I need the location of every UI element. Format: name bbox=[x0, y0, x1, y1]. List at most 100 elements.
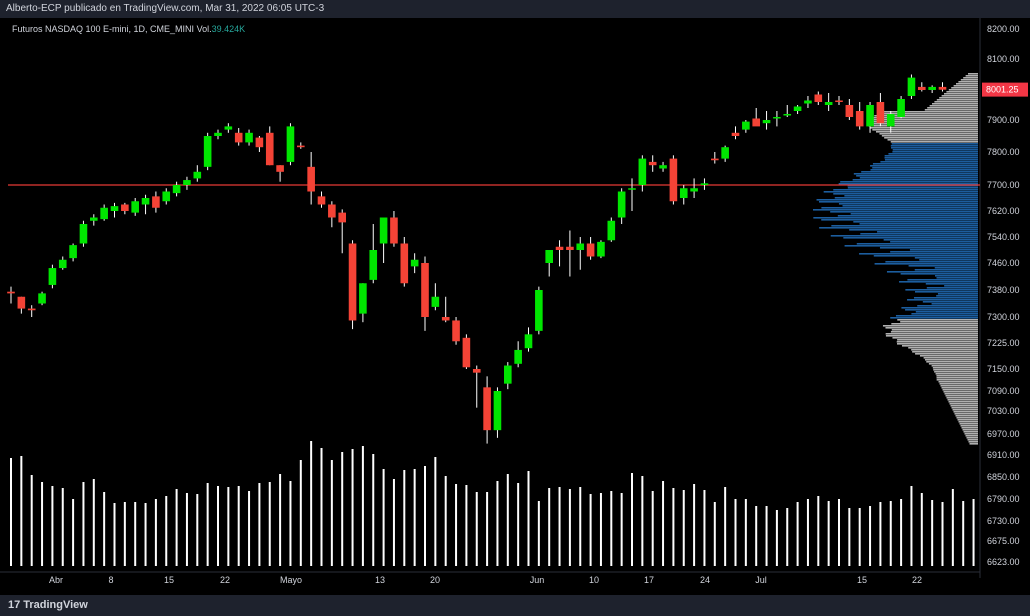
volume-profile-bar bbox=[907, 299, 978, 301]
candle-body[interactable] bbox=[110, 206, 119, 211]
candle-body[interactable] bbox=[69, 245, 77, 259]
candle-body[interactable] bbox=[700, 183, 709, 185]
candle-body[interactable] bbox=[659, 165, 667, 169]
volume-bar bbox=[527, 471, 530, 566]
candle-body[interactable] bbox=[193, 171, 202, 179]
candle-body[interactable] bbox=[742, 121, 750, 130]
candle-body[interactable] bbox=[907, 77, 916, 96]
candle-body[interactable] bbox=[617, 191, 626, 218]
candle-body[interactable] bbox=[286, 126, 295, 162]
candle-body[interactable] bbox=[462, 337, 471, 368]
volume-profile-bar bbox=[911, 349, 978, 351]
candle-body[interactable] bbox=[752, 118, 760, 127]
candle-body[interactable] bbox=[690, 188, 698, 192]
candle-body[interactable] bbox=[566, 246, 574, 250]
candle-body[interactable] bbox=[234, 132, 243, 143]
candle-body[interactable] bbox=[535, 290, 543, 331]
candle-body[interactable] bbox=[162, 191, 171, 202]
candle-body[interactable] bbox=[762, 120, 771, 124]
candle-body[interactable] bbox=[265, 132, 274, 166]
candle-body[interactable] bbox=[369, 250, 378, 280]
candle-body[interactable] bbox=[276, 165, 284, 172]
candle-body[interactable] bbox=[773, 117, 781, 119]
candle-body[interactable] bbox=[607, 220, 616, 241]
candle-body[interactable] bbox=[100, 207, 108, 220]
candle-body[interactable] bbox=[245, 132, 253, 143]
candle-body[interactable] bbox=[669, 158, 678, 202]
candle-body[interactable] bbox=[845, 105, 854, 117]
candle-body[interactable] bbox=[348, 243, 357, 321]
volume-bar bbox=[900, 499, 903, 566]
candle-body[interactable] bbox=[597, 241, 605, 257]
candle-body[interactable] bbox=[172, 185, 181, 194]
candle-body[interactable] bbox=[504, 365, 512, 384]
candle-body[interactable] bbox=[472, 369, 481, 373]
candle-body[interactable] bbox=[576, 243, 585, 251]
candle-body[interactable] bbox=[131, 201, 139, 213]
candle-body[interactable] bbox=[152, 196, 160, 208]
candle-body[interactable] bbox=[876, 102, 885, 124]
candle-body[interactable] bbox=[317, 196, 326, 205]
candle-body[interactable] bbox=[586, 243, 595, 257]
candle-body[interactable] bbox=[58, 259, 67, 269]
candle-body[interactable] bbox=[121, 204, 129, 212]
candle-body[interactable] bbox=[338, 212, 346, 223]
candle-body[interactable] bbox=[628, 188, 636, 190]
candle-body[interactable] bbox=[814, 94, 823, 103]
candle-body[interactable] bbox=[721, 147, 729, 159]
candle-body[interactable] bbox=[514, 349, 522, 364]
candle-body[interactable] bbox=[17, 296, 26, 309]
volume-profile-bar bbox=[934, 267, 978, 269]
candle-body[interactable] bbox=[731, 132, 740, 136]
candle-body[interactable] bbox=[783, 114, 792, 116]
candle-body[interactable] bbox=[27, 308, 36, 311]
candle-body[interactable] bbox=[793, 106, 802, 112]
candle-body[interactable] bbox=[421, 263, 429, 317]
candle-body[interactable] bbox=[90, 217, 98, 221]
candle-body[interactable] bbox=[545, 250, 553, 263]
candle-body[interactable] bbox=[431, 296, 440, 307]
candle-body[interactable] bbox=[7, 291, 15, 294]
price-chart[interactable]: 8200.00 8100.00 7900.00 7800.00 7700.00 7620.… bbox=[0, 18, 1030, 595]
candle-body[interactable] bbox=[400, 243, 409, 284]
candle-body[interactable] bbox=[48, 268, 57, 285]
candle-body[interactable] bbox=[203, 136, 212, 167]
candle-body[interactable] bbox=[183, 180, 191, 185]
candle-body[interactable] bbox=[938, 86, 947, 90]
candle-body[interactable] bbox=[307, 166, 315, 192]
candle-body[interactable] bbox=[855, 111, 864, 127]
candle-body[interactable] bbox=[886, 114, 895, 127]
candle-body[interactable] bbox=[390, 217, 398, 244]
candle-body[interactable] bbox=[452, 320, 460, 342]
candle-body[interactable] bbox=[410, 259, 419, 267]
candle-body[interactable] bbox=[255, 137, 264, 148]
candle-body[interactable] bbox=[824, 102, 833, 105]
candle-body[interactable] bbox=[928, 86, 936, 90]
candle-body[interactable] bbox=[866, 105, 874, 127]
tradingview-logo[interactable]: 17 TradingView bbox=[8, 599, 88, 611]
candle-body[interactable] bbox=[328, 204, 336, 218]
candle-body[interactable] bbox=[214, 132, 222, 136]
candle-body[interactable] bbox=[359, 283, 367, 314]
candle-body[interactable] bbox=[141, 198, 150, 205]
candle-body[interactable] bbox=[711, 158, 719, 161]
candle-body[interactable] bbox=[493, 391, 502, 431]
candle-body[interactable] bbox=[918, 86, 926, 90]
candle-body[interactable] bbox=[79, 224, 88, 244]
candle-body[interactable] bbox=[555, 246, 564, 250]
candle-body[interactable] bbox=[483, 387, 491, 431]
volume-profile-bar bbox=[882, 325, 978, 327]
candle-body[interactable] bbox=[38, 293, 46, 304]
candle-body[interactable] bbox=[835, 100, 843, 103]
candle-body[interactable] bbox=[379, 217, 388, 244]
candle-body[interactable] bbox=[297, 145, 305, 148]
candle-body[interactable] bbox=[679, 188, 688, 198]
candle-body[interactable] bbox=[638, 158, 647, 185]
candle-body[interactable] bbox=[648, 161, 657, 166]
candle-body[interactable] bbox=[441, 317, 450, 321]
candle-body[interactable] bbox=[897, 99, 905, 117]
candle-body[interactable] bbox=[524, 334, 533, 349]
candle-body[interactable] bbox=[224, 126, 233, 130]
candle-body[interactable] bbox=[804, 100, 812, 104]
chart-canvas[interactable]: 8200.00 8100.00 7900.00 7800.00 7700.00 7620.… bbox=[0, 18, 1030, 595]
